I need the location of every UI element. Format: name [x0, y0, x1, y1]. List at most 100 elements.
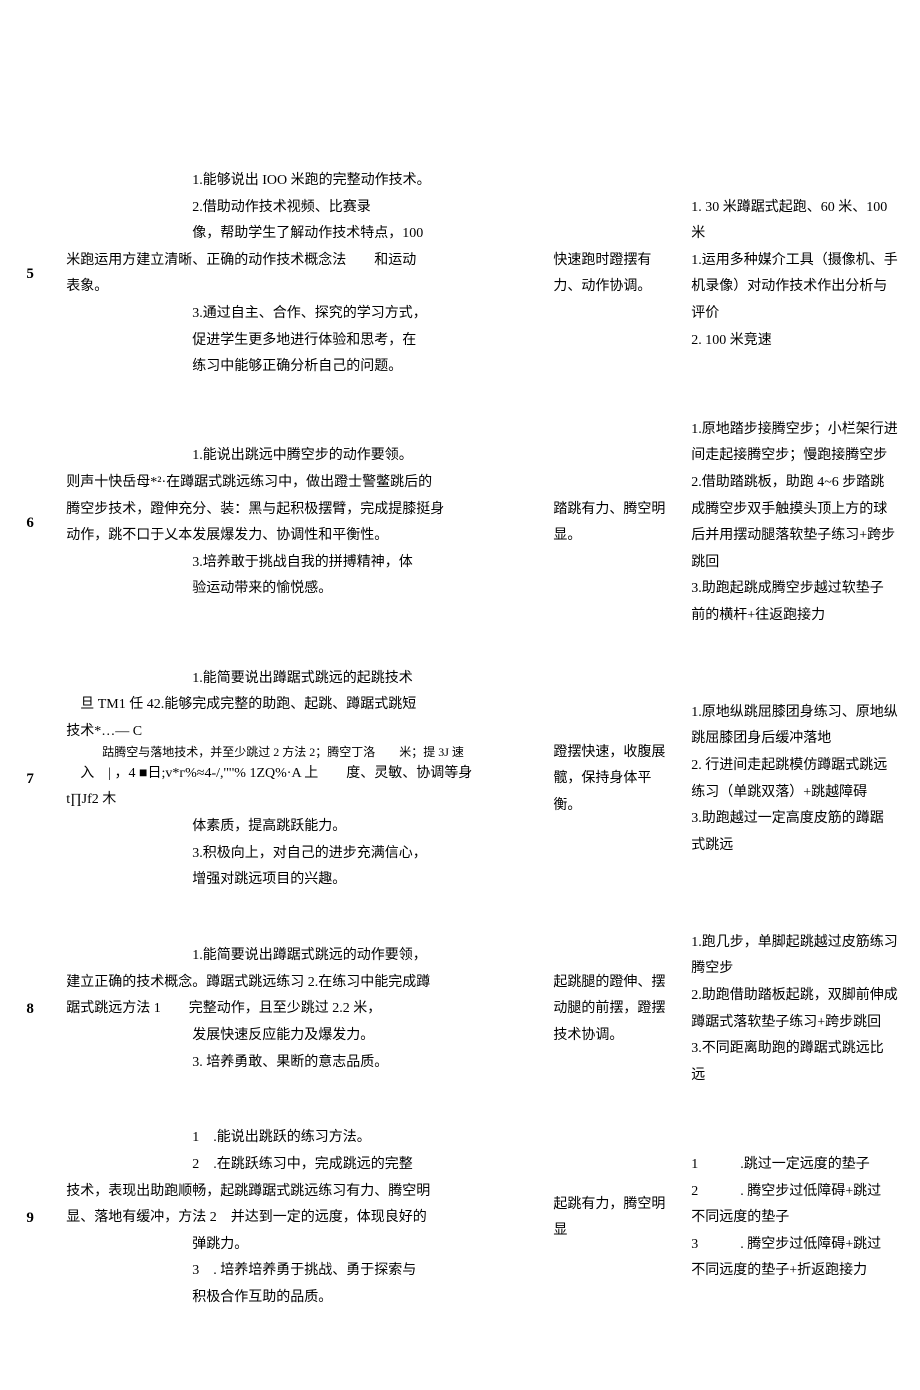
- objective-line: 发展快速反应能力及爆发力。: [66, 1023, 541, 1050]
- objective-line: 积极合作互助的品质。: [66, 1285, 541, 1312]
- objective-line: 像，帮助学生了解动作技术特点，100: [66, 221, 541, 248]
- method-line: 成腾空步双手触摸头顶上方的球: [691, 497, 914, 524]
- objective-line: 弹跳力。: [66, 1232, 541, 1259]
- method-line: 2.借助踏跳板，助跑 4~6 步踏跳: [691, 470, 914, 497]
- objective-line: 2 .在跳跃练习中，完成跳远的完整: [66, 1152, 541, 1179]
- key-points-cell: 起跳腿的蹬伸、摆动腿的前摆，蹬摆技术协调。: [547, 912, 685, 1108]
- objective-line: 体素质，提高跳跃能力。: [66, 814, 541, 841]
- method-line: 间走起接腾空步；慢跑接腾空步: [691, 443, 914, 470]
- objectives-cell: 1.能简要说出蹲踞式跳远的起跳技术 旦 TM1 任 42.能够完成完整的助跑、起…: [60, 648, 547, 912]
- objectives-cell: 1.能简要说出蹲踞式跳远的动作要领，建立正确的技术概念。蹲踞式跳远练习 2.在练…: [60, 912, 547, 1108]
- method-line: 2. 行进间走起跳模仿蹲踞式跳远: [691, 753, 914, 780]
- objective-line: 则声十快岳母*²·在蹲踞式跳远练习中，做出蹬士警鳖跳后的: [66, 470, 541, 497]
- method-line: 3.助跑越过一定高度皮筋的蹲踞: [691, 806, 914, 833]
- objective-line: 3.培养敢于挑战自我的拼搏精神，体: [66, 550, 541, 577]
- table-row: 7 1.能简要说出蹲踞式跳远的起跳技术 旦 TM1 任 42.能够完成完整的助跑…: [0, 648, 920, 912]
- key-point-line: 快速跑时蹬摆有: [553, 248, 679, 275]
- method-line: 蹲踞式落软垫子练习+跨步跳回: [691, 1010, 914, 1037]
- row-number: 5: [0, 150, 60, 399]
- method-line: 远: [691, 1063, 914, 1090]
- objectives-cell: 1 .能说出跳跃的练习方法。 2 .在跳跃练习中，完成跳远的完整技术，表现出助跑…: [60, 1107, 547, 1329]
- method-line: 1.跑几步，单脚起跳越过皮筋练习: [691, 930, 914, 957]
- method-line: 2. 100 米竞速: [691, 328, 914, 355]
- method-line: 2.助跑借助踏板起跳，双脚前伸成: [691, 983, 914, 1010]
- table-row: 5 1.能够说出 IOO 米跑的完整动作技术。 2.借助动作技术视频、比赛录 像…: [0, 150, 920, 399]
- methods-cell: 1.跑几步，单脚起跳越过皮筋练习腾空步2.助跑借助踏板起跳，双脚前伸成蹲踞式落软…: [685, 912, 920, 1108]
- key-point-line: 踏跳有力、腾空明: [553, 497, 679, 524]
- table-row: 8 1.能简要说出蹲踞式跳远的动作要领，建立正确的技术概念。蹲踞式跳远练习 2.…: [0, 912, 920, 1108]
- methods-cell: 1.原地纵跳屈膝团身练习、原地纵跳屈膝团身后缓冲落地2. 行进间走起跳模仿蹲踞式…: [685, 648, 920, 912]
- objective-line: 2.借助动作技术视频、比赛录: [66, 195, 541, 222]
- row-number: 9: [0, 1107, 60, 1329]
- objective-line: 动作，跳不口于乂本发展爆发力、协调性和平衡性。: [66, 523, 541, 550]
- objective-line: 踞式跳远方法 1 完整动作，且至少跳过 2.2 米，: [66, 996, 541, 1023]
- methods-cell: 1 .跳过一定远度的垫子2 . 腾空步过低障碍+跳过不同远度的垫子3 . 腾空步…: [685, 1107, 920, 1329]
- methods-cell: 1. 30 米蹲踞式起跑、60 米、100米1.运用多种媒介工具（摄像机、手机录…: [685, 150, 920, 399]
- objective-line: 3.通过自主、合作、探究的学习方式，: [66, 301, 541, 328]
- objective-line: 建立正确的技术概念。蹲踞式跳远练习 2.在练习中能完成蹲: [66, 970, 541, 997]
- objective-line: 3 . 培养培养勇于挑战、勇于探索与: [66, 1258, 541, 1285]
- methods-cell: 1.原地踏步接腾空步；小栏架行进间走起接腾空步；慢跑接腾空步2.借助踏跳板，助跑…: [685, 399, 920, 648]
- objective-line: 增强对跳远项目的兴趣。: [66, 867, 541, 894]
- key-points-cell: 蹬摆快速，收腹展髋，保持身体平衡。: [547, 648, 685, 912]
- method-line: 不同远度的垫子+折返跑接力: [691, 1258, 914, 1285]
- objective-line: 1.能简要说出蹲踞式跳远的起跳技术: [66, 666, 541, 693]
- garbled-line: 跍腾空与落地技术，并至少跳过 2 方法 2；腾空丁洛 米；提 3J 速: [66, 745, 541, 761]
- method-line: 跳回: [691, 550, 914, 577]
- objective-line: 表象。: [66, 274, 541, 301]
- objective-line: 旦 TM1 任 42.能够完成完整的助跑、起跳、蹲踞式跳短: [66, 692, 541, 719]
- method-line: 3.助跑起跳成腾空步越过软垫子: [691, 576, 914, 603]
- key-point-line: 髋，保持身体平: [553, 766, 679, 793]
- method-line: 不同远度的垫子: [691, 1205, 914, 1232]
- objective-line: 1 .能说出跳跃的练习方法。: [66, 1125, 541, 1152]
- objective-line: 显、落地有缓冲，方法 2 并达到一定的远度，体现良好的: [66, 1205, 541, 1232]
- objective-line: 练习中能够正确分析自己的问题。: [66, 354, 541, 381]
- method-line: 评价: [691, 301, 914, 328]
- key-points-cell: 起跳有力，腾空明显: [547, 1107, 685, 1329]
- objective-line: 米跑运用方建立清晰、正确的动作技术概念法 和运动: [66, 248, 541, 275]
- objectives-cell: 1.能说出跳远中腾空步的动作要领。则声十快岳母*²·在蹲踞式跳远练习中，做出蹬士…: [60, 399, 547, 648]
- method-line: 米: [691, 221, 914, 248]
- objective-line: 技术*…— C: [66, 719, 541, 746]
- method-line: 3 . 腾空步过低障碍+跳过: [691, 1232, 914, 1259]
- table-row: 6 1.能说出跳远中腾空步的动作要领。则声十快岳母*²·在蹲踞式跳远练习中，做出…: [0, 399, 920, 648]
- objective-line: 3. 培养勇敢、果断的意志品质。: [66, 1050, 541, 1077]
- key-point-line: 起跳腿的蹬伸、摆: [553, 970, 679, 997]
- key-point-line: 起跳有力，腾空明显: [553, 1192, 679, 1245]
- row-number: 7: [0, 648, 60, 912]
- objective-line: 技术，表现出助跑顺畅，起跳蹲踞式跳远练习有力、腾空明: [66, 1179, 541, 1206]
- objective-line: 1.能够说出 IOO 米跑的完整动作技术。: [66, 168, 541, 195]
- method-line: 练习（单跳双落）+跳越障碍: [691, 780, 914, 807]
- method-line: 1.原地踏步接腾空步；小栏架行进: [691, 417, 914, 444]
- objective-line: 促进学生更多地进行体验和思考，在: [66, 328, 541, 355]
- key-point-line: 动腿的前摆，蹬摆: [553, 996, 679, 1023]
- method-line: 后并用摆动腿落软垫子练习+跨步: [691, 523, 914, 550]
- key-points-cell: 快速跑时蹬摆有力、动作协调。: [547, 150, 685, 399]
- row-number: 8: [0, 912, 60, 1108]
- method-line: 1 .跳过一定远度的垫子: [691, 1152, 914, 1179]
- table-row: 9 1 .能说出跳跃的练习方法。 2 .在跳跃练习中，完成跳远的完整技术，表现出…: [0, 1107, 920, 1329]
- key-point-line: 技术协调。: [553, 1023, 679, 1050]
- key-point-line: 力、动作协调。: [553, 274, 679, 301]
- document-page: 5 1.能够说出 IOO 米跑的完整动作技术。 2.借助动作技术视频、比赛录 像…: [0, 0, 920, 1390]
- objective-line: t∏Jf2 木: [66, 787, 541, 814]
- objectives-cell: 1.能够说出 IOO 米跑的完整动作技术。 2.借助动作技术视频、比赛录 像，帮…: [60, 150, 547, 399]
- objective-line: 入 | ，4 ■日;v*г%≈4-/,'"'% 1ZQ%·A 上 度、灵敏、协调…: [66, 761, 541, 788]
- key-points-cell: 踏跳有力、腾空明显。: [547, 399, 685, 648]
- method-line: 机录像）对动作技术作出分析与: [691, 274, 914, 301]
- method-line: 跳屈膝团身后缓冲落地: [691, 726, 914, 753]
- objective-line: 1.能说出跳远中腾空步的动作要领。: [66, 443, 541, 470]
- lesson-table: 5 1.能够说出 IOO 米跑的完整动作技术。 2.借助动作技术视频、比赛录 像…: [0, 150, 920, 1330]
- objective-line: 腾空步技术，蹬伸充分、装：黑与起积极摆臂，完成提膝挺身: [66, 497, 541, 524]
- objective-line: 1.能简要说出蹲踞式跳远的动作要领，: [66, 943, 541, 970]
- method-line: 3.不同距离助跑的蹲踞式跳远比: [691, 1036, 914, 1063]
- key-point-line: 蹬摆快速，收腹展: [553, 740, 679, 767]
- objective-line: 验运动带来的愉悦感。: [66, 576, 541, 603]
- method-line: 1.原地纵跳屈膝团身练习、原地纵: [691, 700, 914, 727]
- method-line: 1. 30 米蹲踞式起跑、60 米、100: [691, 195, 914, 222]
- objective-line: 3.积极向上，对自己的进步充满信心，: [66, 841, 541, 868]
- method-line: 1.运用多种媒介工具（摄像机、手: [691, 248, 914, 275]
- method-line: 腾空步: [691, 956, 914, 983]
- method-line: 前的横杆+往返跑接力: [691, 603, 914, 630]
- method-line: 2 . 腾空步过低障碍+跳过: [691, 1179, 914, 1206]
